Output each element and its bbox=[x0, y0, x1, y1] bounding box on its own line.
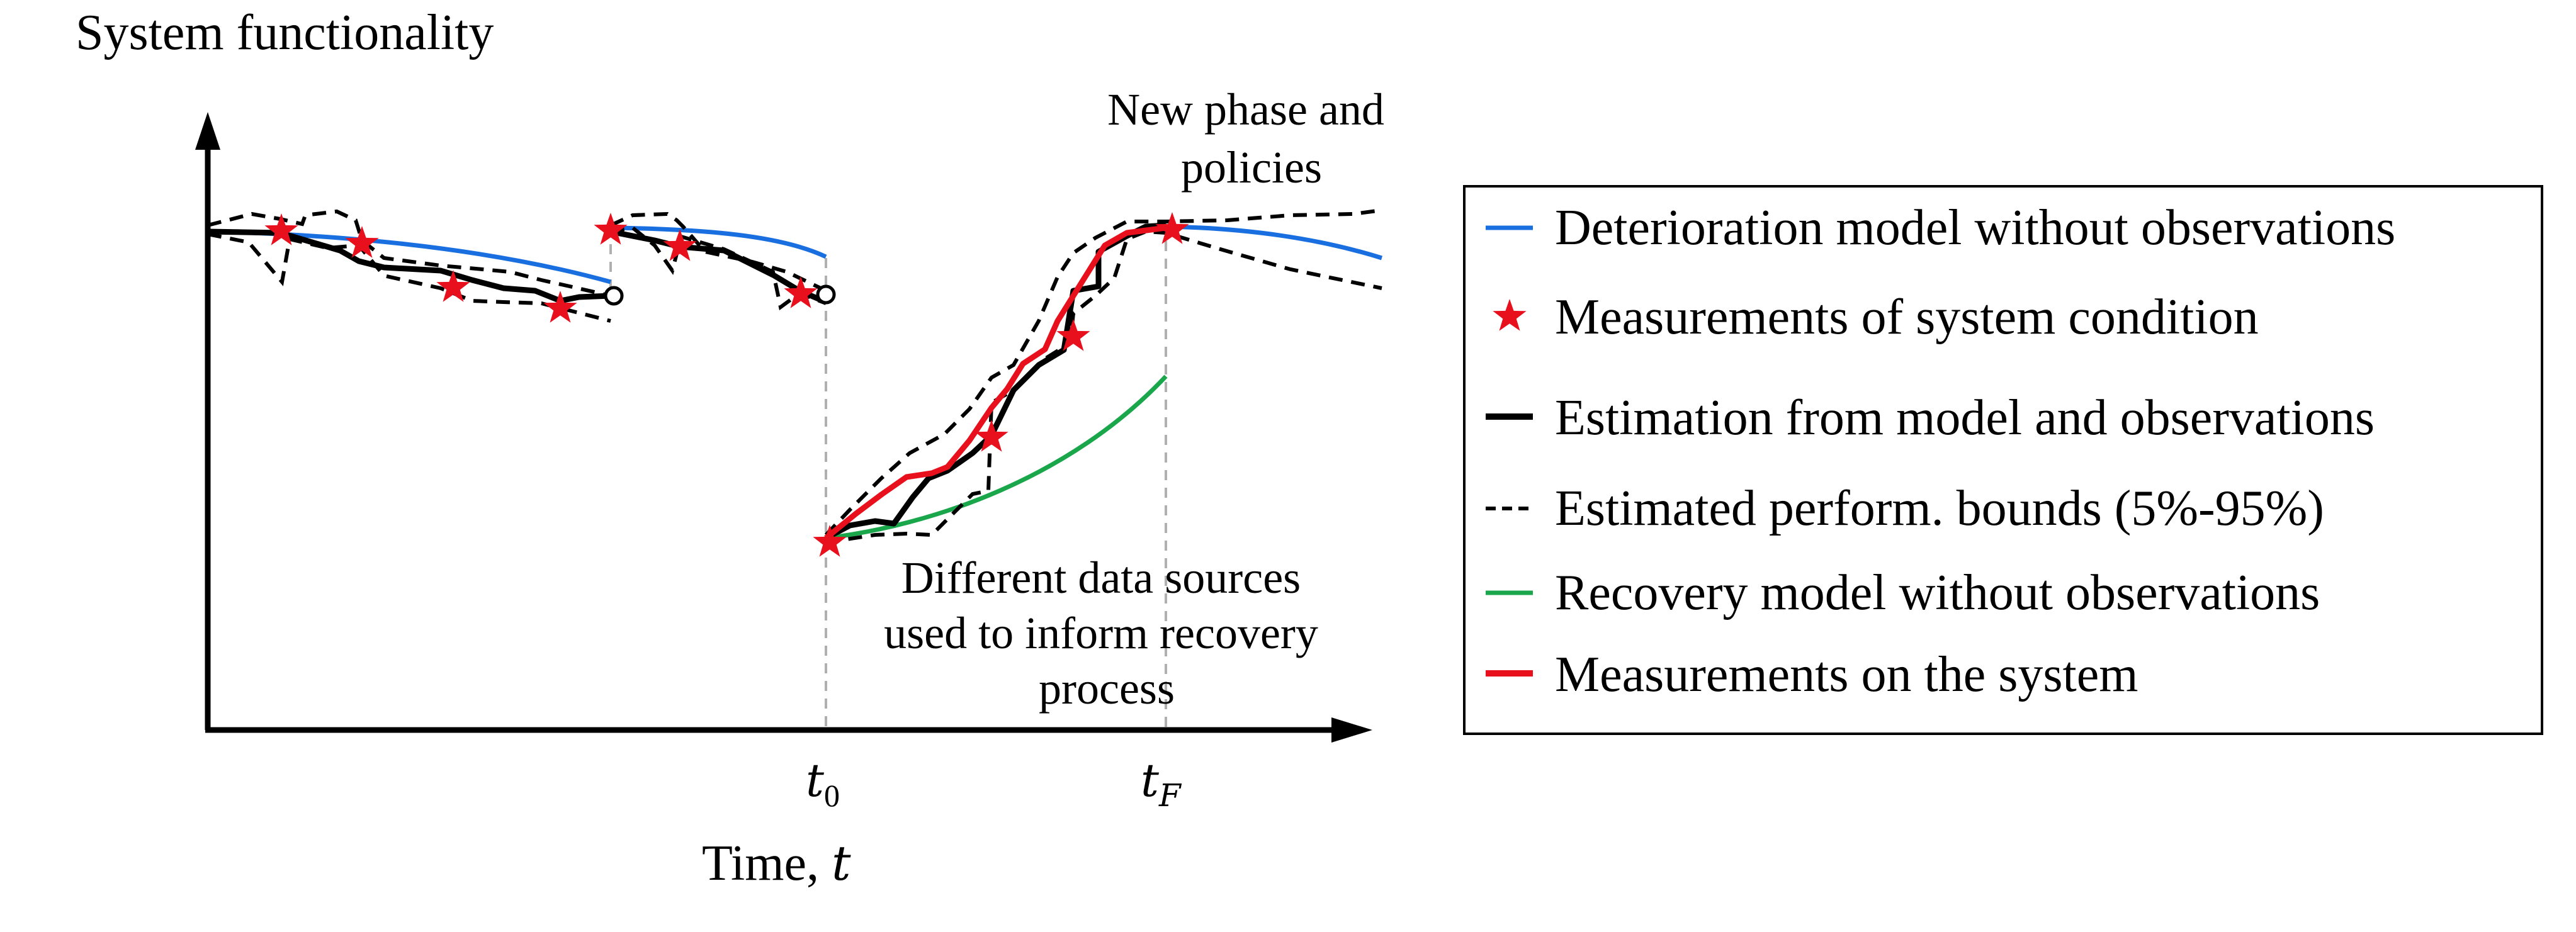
upper-bound-phase2 bbox=[609, 211, 827, 293]
annotation-new-phase-line1: New phase and bbox=[1107, 84, 1384, 135]
estimation-curves bbox=[207, 222, 1167, 541]
measurement-star bbox=[1056, 319, 1090, 351]
lower-bound-phase1 bbox=[207, 232, 611, 323]
measurement-stars bbox=[264, 212, 1189, 557]
measurement-star bbox=[663, 229, 697, 261]
tick-tF-main: t bbox=[1141, 754, 1160, 807]
x-axis-label-var: t bbox=[832, 835, 851, 891]
measurement-star bbox=[784, 276, 818, 308]
deterioration-curve-phase3 bbox=[1165, 224, 1383, 261]
y-axis-label: System functionality bbox=[76, 5, 494, 60]
lower-bound-phase3 bbox=[825, 229, 1382, 544]
annotation-data-sources: Different data sources used to inform re… bbox=[884, 553, 1330, 714]
y-axis-arrowhead bbox=[195, 112, 220, 150]
legend: Deterioration model without observations… bbox=[1463, 185, 2543, 735]
annotation-data-sources-line1: Different data sources bbox=[901, 553, 1301, 603]
upper-bound-phase3 bbox=[824, 208, 1382, 537]
legend-box bbox=[1463, 185, 2543, 735]
x-axis-arrowhead bbox=[1331, 717, 1372, 743]
annotation-new-phase: New phase and policies bbox=[1107, 84, 1396, 193]
legend-label-bounds: Estimated perform. bounds (5%-95%) bbox=[1555, 481, 2324, 536]
x-axis-label: Time, t bbox=[702, 835, 851, 891]
phase-end-markers bbox=[604, 284, 836, 306]
x-axis-label-text: Time, bbox=[702, 836, 832, 891]
tick-label-tF: tF bbox=[1141, 754, 1182, 814]
legend-label-estimation: Estimation from model and observations bbox=[1555, 390, 2375, 446]
estimated-bounds bbox=[207, 208, 1382, 544]
legend-label-measurements: Measurements of system condition bbox=[1555, 289, 2259, 345]
measurement-star bbox=[594, 213, 628, 245]
phase1-end-marker bbox=[604, 286, 624, 306]
phase2-end-marker bbox=[816, 284, 836, 305]
tick-t0-sub: 0 bbox=[824, 778, 840, 813]
recovery-model-curve bbox=[825, 374, 1168, 541]
annotation-data-sources-line3: process bbox=[1039, 663, 1175, 714]
measurement-star bbox=[345, 226, 379, 258]
tick-label-t0: t0 bbox=[806, 754, 840, 813]
tick-tF-sub: F bbox=[1158, 777, 1182, 814]
system-measurement-curve bbox=[824, 225, 1167, 541]
tick-t0-main: t bbox=[806, 754, 825, 807]
guide-lines bbox=[609, 223, 1167, 730]
deterioration-curve-phase2 bbox=[610, 225, 827, 259]
annotation-new-phase-line2: policies bbox=[1181, 142, 1322, 193]
legend-label-system-measurements: Measurements on the system bbox=[1555, 647, 2138, 702]
deterioration-curve-phase1 bbox=[207, 229, 611, 284]
legend-label-recovery: Recovery model without observations bbox=[1555, 565, 2320, 620]
legend-label-deterioration: Deterioration model without observations bbox=[1555, 200, 2395, 255]
upper-bound-phase1 bbox=[207, 209, 611, 298]
annotation-data-sources-line2: used to inform recovery bbox=[884, 608, 1318, 658]
